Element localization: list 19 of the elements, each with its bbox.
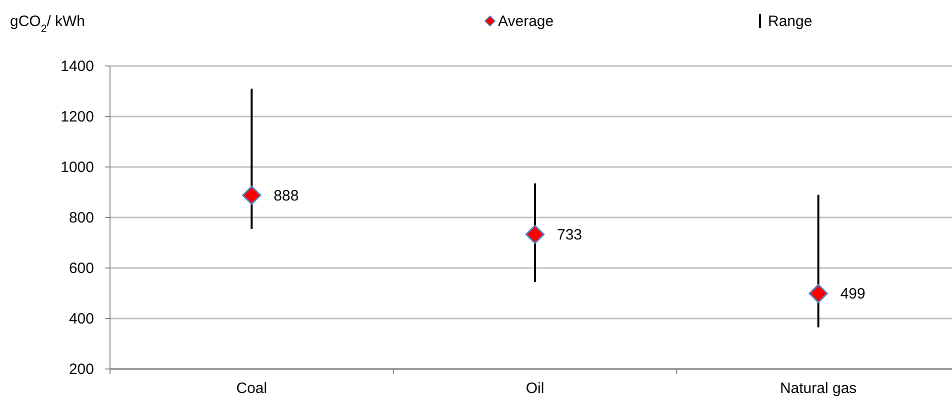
y-tick-label: 1400 [60, 58, 94, 75]
x-tick-label: Natural gas [780, 380, 857, 397]
y-tick-label: 400 [68, 310, 94, 328]
legend-label: Range [768, 13, 812, 30]
y-axis-title: gCO$_{2}$/ kWh [10, 13, 86, 35]
y-tick-label: 800 [68, 210, 94, 226]
data-label: 888 [274, 187, 299, 204]
y-tick-label: 600 [68, 260, 94, 277]
y-tick-label: 1200 [60, 108, 94, 126]
point [808, 284, 828, 304]
data-label: 733 [557, 226, 582, 244]
x-tick-label: Oil [526, 380, 544, 397]
y-tick-label: 200 [68, 361, 94, 378]
legend-label: Average [498, 13, 554, 30]
point [525, 224, 545, 244]
data-label: 499 [840, 286, 866, 303]
x-tick-label: Coal [236, 380, 268, 397]
y-tick-label: 1000 [60, 159, 94, 176]
point [242, 186, 262, 205]
